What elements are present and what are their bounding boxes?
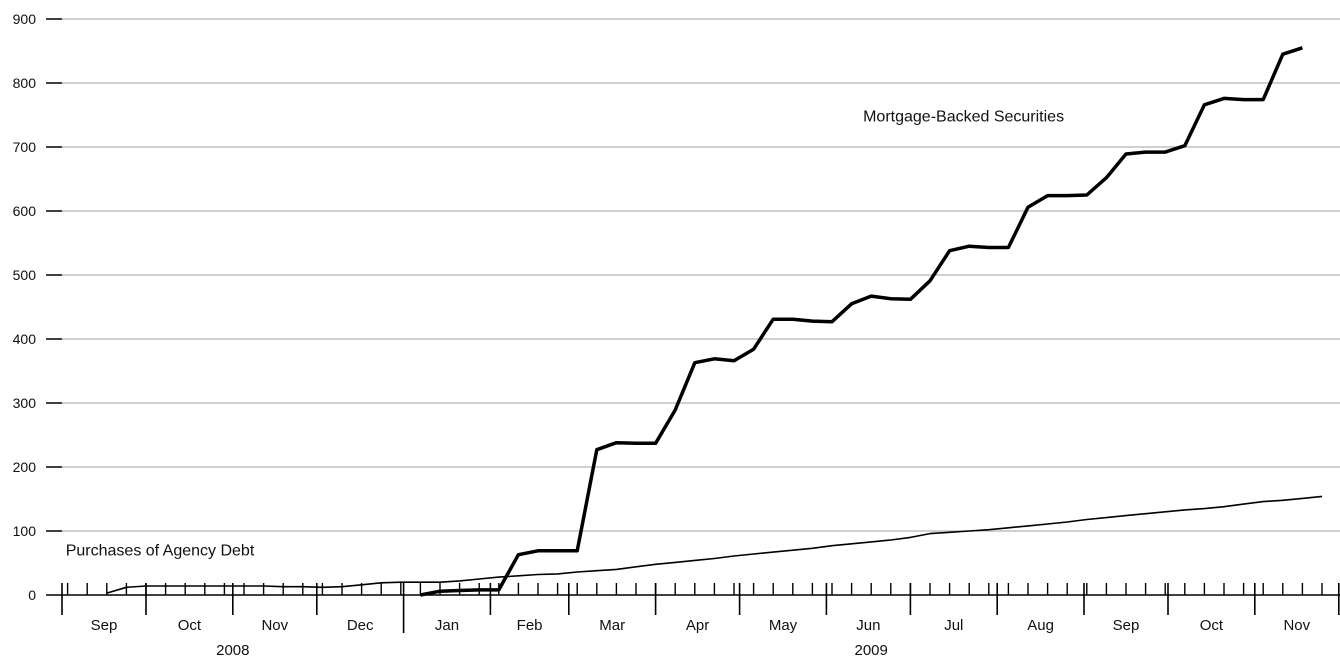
series-line-purchases-of-agency-debt (106, 495, 1323, 594)
x-tick-label: Aug (1027, 617, 1054, 634)
year-label: 2009 (855, 642, 888, 658)
x-axis: Sep Oct Nov Dec Jan Feb Mar Apr May Jun Jul Aug Sep O… (61, 583, 1340, 658)
series-annotation: Mortgage-Backed Securities (863, 108, 1064, 125)
x-tick-label: Jun (856, 617, 880, 634)
y-tick-label: 800 (13, 75, 37, 91)
x-tick-label: Nov (261, 617, 288, 634)
x-tick-label: Oct (1200, 617, 1224, 634)
y-tick-label: 700 (13, 139, 37, 155)
annotations: Mortgage-Backed Securities Purchases of A… (66, 108, 1064, 559)
x-tick-label: Dec (347, 617, 374, 634)
series-group (106, 46, 1323, 597)
x-tick-label: Feb (517, 617, 543, 634)
y-tick-label: 900 (13, 11, 37, 27)
series-line-mortgage-backed-securities (420, 46, 1303, 597)
x-tick-label: Sep (1113, 617, 1140, 634)
x-tick-label: May (769, 617, 798, 634)
year-label: 2008 (216, 642, 249, 658)
x-tick-label: Sep (91, 617, 118, 634)
y-axis: 0 100 200 300 400 500 600 700 800 900 (13, 11, 62, 603)
x-tick-label: Apr (686, 617, 709, 634)
x-tick-label: Oct (178, 617, 202, 634)
y-tick-label: 400 (13, 331, 37, 347)
y-tick-label: 200 (13, 459, 37, 475)
x-tick-label: Jul (944, 617, 963, 634)
x-tick-label: Mar (599, 617, 625, 634)
y-tick-label: 600 (13, 203, 37, 219)
x-tick-label: Jan (435, 617, 459, 634)
y-tick-label: 300 (13, 395, 37, 411)
grid-lines (62, 18, 1340, 532)
series-annotation: Purchases of Agency Debt (66, 542, 255, 559)
y-tick-label: 0 (28, 587, 36, 603)
y-tick-label: 500 (13, 267, 37, 283)
x-tick-label: Nov (1283, 617, 1310, 634)
y-tick-label: 100 (13, 523, 37, 539)
